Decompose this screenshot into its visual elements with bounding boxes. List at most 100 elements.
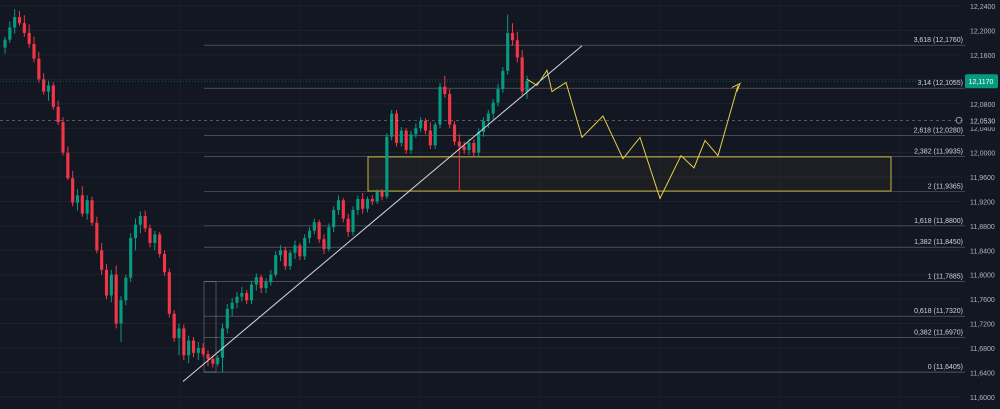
- price-axis-tick-label: 11,8000: [970, 273, 995, 280]
- candle-up: [288, 252, 292, 267]
- candle-up: [312, 222, 316, 231]
- fib-level-label: 0,618 (11,7320): [914, 308, 963, 315]
- candle-down: [80, 195, 84, 214]
- candle-down: [211, 358, 215, 364]
- price-axis-tick-label: 12,0000: [970, 151, 995, 158]
- candle-up: [409, 134, 413, 151]
- candle-down: [317, 222, 321, 240]
- candle-up: [351, 209, 355, 232]
- candle-down: [90, 200, 94, 223]
- candle-up: [230, 302, 234, 309]
- candle-up: [303, 238, 307, 257]
- candle-up: [216, 357, 220, 364]
- candle-up: [525, 81, 529, 92]
- candle-down: [71, 178, 75, 203]
- candle-down: [162, 253, 167, 273]
- candle-up: [419, 120, 423, 129]
- candle-down: [341, 200, 345, 219]
- candle-down: [206, 354, 210, 359]
- candle-down: [61, 122, 65, 153]
- fib-level-label: 3,618 (12,1760): [914, 37, 963, 44]
- candle-up: [225, 308, 229, 329]
- candle-down: [423, 120, 428, 131]
- price-axis-tick-label: 12,0400: [970, 126, 995, 133]
- candle-down: [472, 142, 476, 153]
- candle-up: [375, 191, 379, 202]
- candle-down: [520, 57, 524, 92]
- price-axis-tick-label: 11,6400: [970, 370, 995, 377]
- price-axis[interactable]: 12,240012,200012,160012,120012,080012,04…: [955, 4, 998, 402]
- candle-up: [486, 113, 490, 121]
- candle-up: [249, 284, 254, 301]
- candle-up: [254, 277, 258, 285]
- candle-down: [201, 347, 205, 355]
- candle-down: [95, 222, 99, 251]
- candle-down: [462, 146, 466, 151]
- candle-down: [394, 113, 399, 143]
- price-axis-tick-label: 11,7200: [970, 322, 995, 329]
- candle-up: [467, 142, 471, 151]
- candle-down: [361, 199, 365, 209]
- fib-level-label: 0,382 (11,6970): [914, 330, 963, 337]
- price-axis-tick-label: 12,0800: [970, 102, 995, 109]
- candle-up: [506, 32, 510, 71]
- candle-up: [269, 274, 273, 283]
- candle-down: [448, 94, 452, 125]
- candle-up: [187, 340, 191, 356]
- candle-down: [143, 216, 147, 229]
- candle-up: [240, 293, 244, 297]
- candle-up: [109, 274, 113, 296]
- price-axis-tick-label: 12,1600: [970, 53, 995, 60]
- candle-down: [158, 234, 162, 254]
- candle-up: [264, 282, 268, 289]
- candle-up: [274, 255, 278, 275]
- candle-up: [477, 131, 481, 153]
- candle-down: [104, 269, 109, 296]
- drawings: [0, 45, 962, 382]
- current-price-tag: [965, 74, 998, 89]
- candle-down: [515, 40, 519, 58]
- candle-up: [177, 328, 181, 339]
- candle-down: [32, 43, 36, 59]
- zone-box: [367, 156, 892, 192]
- fib-level-label: 2,382 (11,9935): [914, 149, 963, 156]
- candle-up: [129, 238, 133, 278]
- price-axis-tick-label: 11,9600: [970, 175, 995, 182]
- fib-level-label: 1,618 (11,8800): [914, 218, 963, 225]
- candle-down: [510, 32, 515, 41]
- candle-up: [332, 209, 336, 228]
- candle-up: [501, 70, 505, 90]
- zone-rectangle: [367, 156, 892, 192]
- candle-up: [153, 234, 157, 243]
- fib-level-label: 1 (11,7885): [928, 274, 963, 281]
- fibonacci-levels: 3,618 (12,1760) 3,14 (12,1055) 2,618 (12,0…: [203, 37, 965, 373]
- candle-up: [46, 85, 51, 92]
- candle-up: [3, 39, 7, 48]
- projection-arrowhead: [731, 82, 741, 92]
- candle-down: [370, 199, 374, 202]
- candle-up: [438, 86, 442, 125]
- candle-up: [133, 224, 138, 239]
- candle-up: [399, 130, 403, 143]
- candle-down: [37, 58, 41, 80]
- candle-down: [191, 340, 196, 353]
- candle-down: [167, 272, 171, 314]
- candle-down: [428, 130, 432, 146]
- candle-up: [414, 128, 418, 135]
- candle-down: [443, 86, 447, 95]
- candle-down: [404, 130, 408, 151]
- candle-up: [278, 250, 283, 256]
- candle-up: [124, 277, 128, 301]
- candle-down: [259, 277, 263, 289]
- candle-up: [138, 216, 142, 225]
- candle-up: [235, 296, 239, 303]
- fib-anchor-box: [203, 281, 217, 373]
- candle-down: [457, 141, 461, 147]
- candle-up: [390, 113, 394, 137]
- fib-level-label: 1,382 (11,8450): [914, 239, 963, 246]
- crosshair-plus-icon: [955, 116, 963, 124]
- candle-down: [182, 328, 186, 356]
- candle-up: [365, 199, 370, 209]
